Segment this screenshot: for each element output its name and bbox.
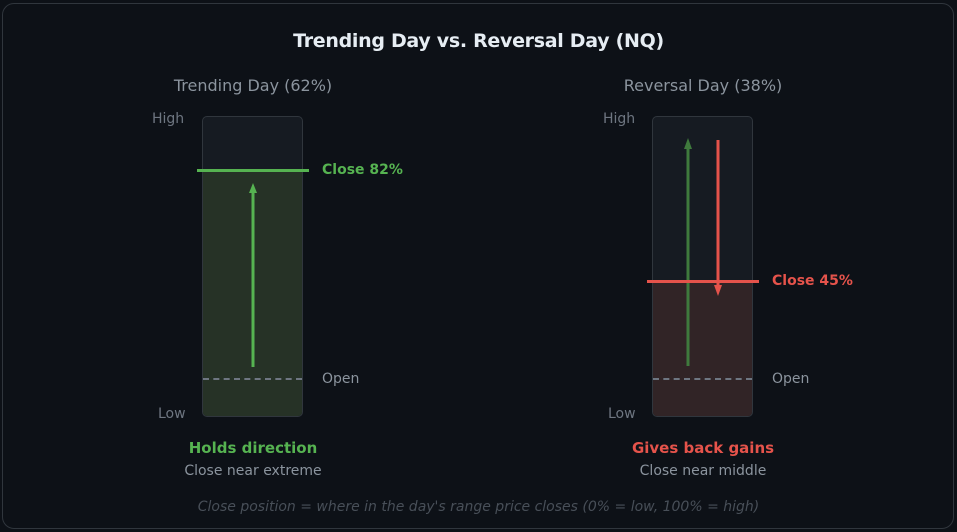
reversal-verdict: Gives back gains	[631, 439, 775, 457]
high-label: High	[603, 111, 636, 127]
trending-open-label: Open	[322, 371, 360, 387]
reversal-range-bar	[652, 116, 753, 417]
reversal-verdict-sub: Close near middle	[639, 463, 767, 479]
footnote: Close position = where in the day's rang…	[197, 499, 760, 515]
trending-open-line	[203, 378, 302, 380]
up-arrow-icon	[684, 138, 692, 366]
reversal-range-fill	[653, 282, 752, 416]
diagram-card	[2, 3, 954, 529]
up-arrow-icon	[249, 183, 257, 367]
low-label: Low	[158, 406, 186, 422]
diagram-title: Trending Day vs. Reversal Day (NQ)	[293, 30, 664, 52]
reversal-panel-title: Reversal Day (38%)	[623, 76, 783, 95]
trending-close-label: Close 82%	[322, 162, 403, 178]
trending-close-line	[197, 169, 309, 172]
reversal-open-label: Open	[772, 371, 810, 387]
trending-verdict: Holds direction	[188, 439, 318, 457]
down-arrow-icon	[714, 140, 722, 296]
low-label: Low	[608, 406, 636, 422]
trending-verdict-sub: Close near extreme	[184, 463, 322, 479]
reversal-close-line	[647, 280, 759, 283]
reversal-open-line	[653, 378, 752, 380]
reversal-close-label: Close 45%	[772, 273, 853, 289]
high-label: High	[152, 111, 185, 127]
trending-panel-title: Trending Day (62%)	[173, 76, 333, 95]
